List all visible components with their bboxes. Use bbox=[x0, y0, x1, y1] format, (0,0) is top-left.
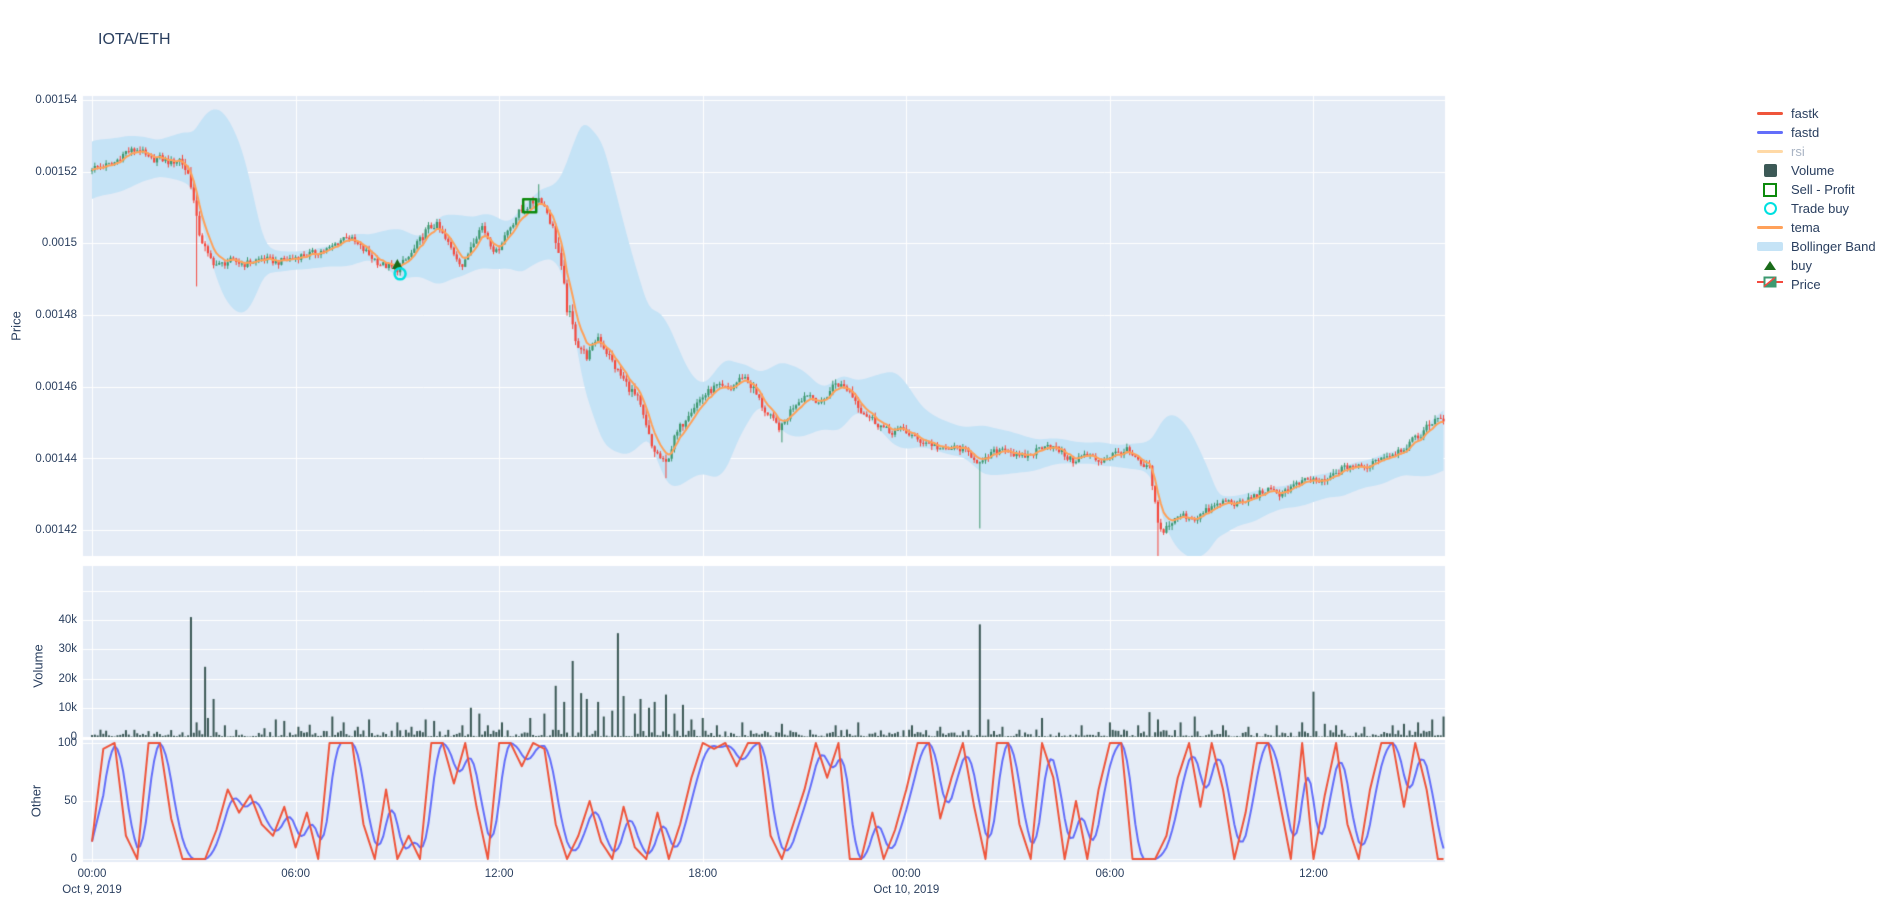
legend-item-price[interactable]: Price bbox=[1754, 275, 1876, 294]
price-tick-label: 0.0015 bbox=[41, 237, 77, 250]
fastd-line-swatch-icon bbox=[1754, 131, 1786, 134]
chart-title: IOTA/ETH bbox=[98, 31, 171, 48]
trade-buy-circle-outline-icon bbox=[1754, 202, 1786, 215]
legend-item-label: Price bbox=[1791, 277, 1821, 292]
legend-item-bollinger-band[interactable]: Bollinger Band bbox=[1754, 237, 1876, 256]
volume-tick-label: 20k bbox=[58, 672, 77, 685]
volume-tick-label: 30k bbox=[58, 643, 77, 656]
price-axis-title: Price bbox=[8, 311, 24, 341]
x-tick-label: 06:00 bbox=[1095, 868, 1125, 880]
price-tick-label: 0.00154 bbox=[35, 94, 77, 106]
buy-triangle-swatch-icon bbox=[1754, 261, 1786, 270]
price-tick-label: 0.00144 bbox=[35, 452, 77, 465]
volume-tick-label: 0 bbox=[70, 731, 77, 743]
x-tick-label: 00:00 bbox=[77, 868, 107, 880]
legend-item-label: fastd bbox=[1791, 125, 1820, 140]
legend-item-sell-profit[interactable]: Sell - Profit bbox=[1754, 180, 1876, 199]
price-tick-label: 0.00152 bbox=[35, 165, 77, 178]
volume-tick-label: 40k bbox=[58, 614, 77, 626]
legend-item-trade-buy[interactable]: Trade buy bbox=[1754, 199, 1876, 218]
other-tick-label: 100 bbox=[57, 737, 77, 749]
other-tick-label: 0 bbox=[70, 853, 77, 865]
legend: fastk fastd rsi Volume Sell - Profit Tra… bbox=[1754, 104, 1876, 294]
volume-square-swatch-icon bbox=[1754, 164, 1786, 177]
price-tick-label: 0.00146 bbox=[35, 380, 77, 393]
legend-item-label: Sell - Profit bbox=[1791, 182, 1855, 197]
x-tick-label: 00:00 bbox=[891, 868, 921, 880]
tema-line-swatch-icon bbox=[1754, 226, 1786, 229]
sell-profit-square-outline-icon bbox=[1754, 182, 1786, 197]
legend-item-buy[interactable]: buy bbox=[1754, 256, 1876, 275]
other-tick-label: 50 bbox=[64, 795, 77, 807]
legend-item-fastd[interactable]: fastd bbox=[1754, 123, 1876, 142]
legend-item-label: buy bbox=[1791, 258, 1812, 273]
legend-item-fastk[interactable]: fastk bbox=[1754, 104, 1876, 123]
other-axis-title: Other bbox=[28, 784, 44, 818]
fastk-line-swatch-icon bbox=[1754, 112, 1786, 115]
price-tick-label: 0.00148 bbox=[35, 309, 77, 322]
legend-item-label: Volume bbox=[1791, 163, 1835, 178]
legend-item-label: rsi bbox=[1791, 144, 1805, 159]
legend-item-label: Trade buy bbox=[1791, 201, 1850, 216]
x-tick-label: 12:00 bbox=[1299, 868, 1328, 880]
legend-item-label: tema bbox=[1791, 220, 1820, 235]
legend-item-volume[interactable]: Volume bbox=[1754, 161, 1876, 180]
price-tick-label: 0.00142 bbox=[35, 524, 77, 537]
x-tick-label: 06:00 bbox=[281, 868, 310, 880]
legend-item-label: Bollinger Band bbox=[1791, 239, 1876, 254]
legend-item-tema[interactable]: tema bbox=[1754, 218, 1876, 237]
x-tick-label: 18:00 bbox=[688, 868, 718, 880]
legend-item-label: fastk bbox=[1791, 106, 1819, 121]
x-tick-label: 12:00 bbox=[484, 868, 514, 880]
price-candlestick-swatch-icon bbox=[1754, 274, 1786, 295]
bollinger-band-swatch-icon bbox=[1754, 242, 1786, 251]
x-date-label: Oct 9, 2019 bbox=[62, 884, 122, 896]
x-date-label: Oct 10, 2019 bbox=[873, 884, 940, 896]
volume-axis-title: Volume bbox=[30, 644, 46, 688]
volume-tick-label: 10k bbox=[58, 701, 77, 714]
rsi-line-swatch-icon bbox=[1754, 150, 1786, 153]
legend-item-rsi[interactable]: rsi bbox=[1754, 142, 1876, 161]
